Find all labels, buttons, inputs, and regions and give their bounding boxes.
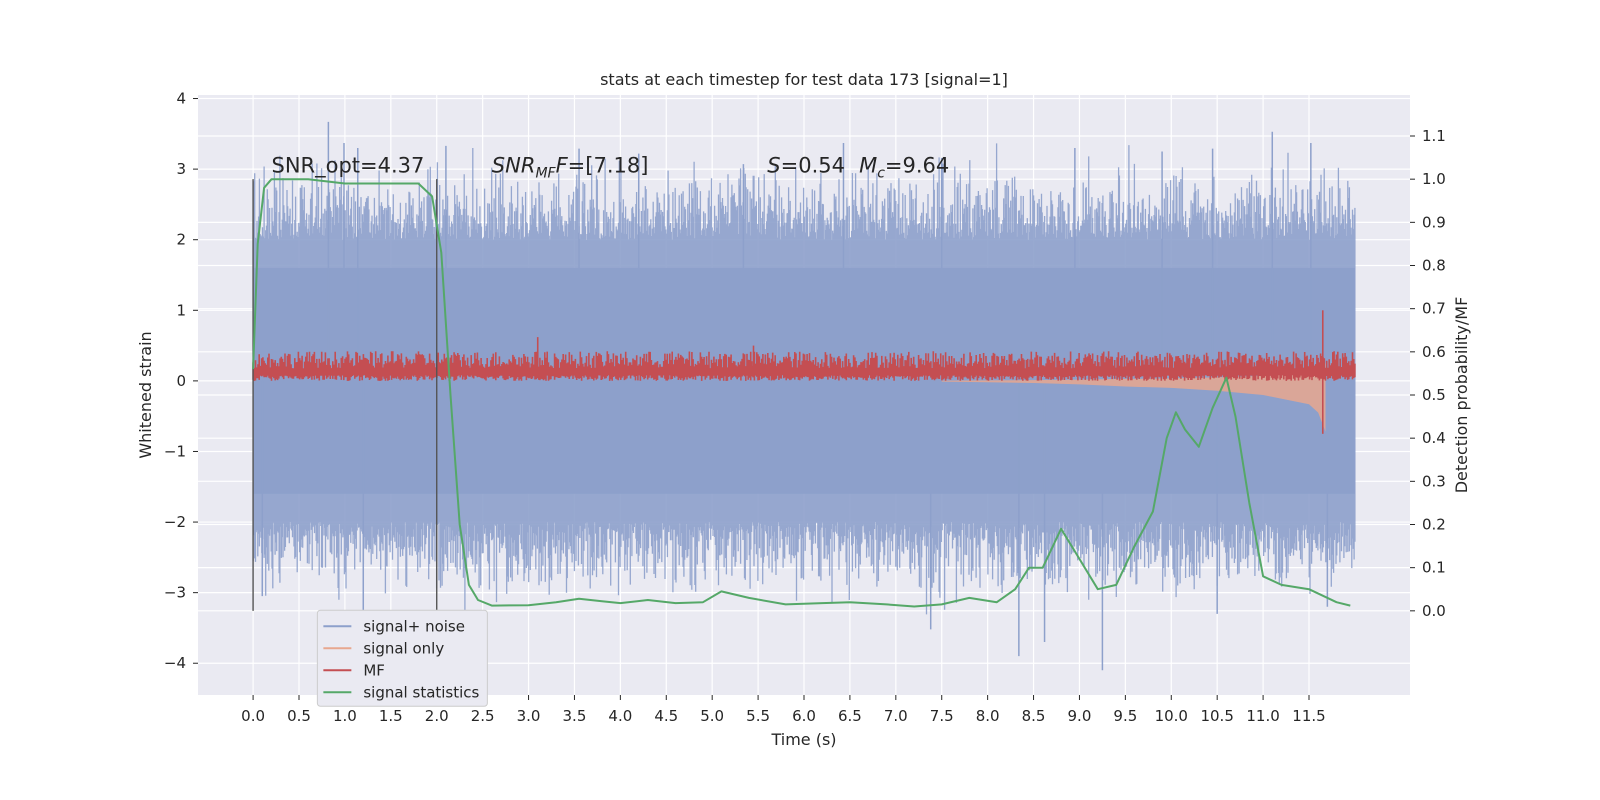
- legend-label: signal+ noise: [363, 617, 465, 635]
- annotation-snr-mf-symbol: SNR: [492, 154, 536, 178]
- x-tick-label: 9.0: [1068, 707, 1092, 725]
- legend: signal+ noise signal only MF signal statist…: [316, 609, 488, 707]
- annotation-snr-mf-subscript: MF: [535, 166, 556, 182]
- y2-tick-label: 0.9: [1422, 213, 1446, 231]
- y2-axis-label: Detection probability/MF: [1452, 297, 1471, 494]
- x-tick-label: 1.0: [333, 707, 357, 725]
- y2-tick-label: 0.7: [1422, 300, 1446, 318]
- annotation-snr-mf: SNRMFF=[7.18]: [492, 154, 649, 182]
- chart-title: stats at each timestep for test data 173…: [600, 70, 1008, 89]
- y-tick-label: 3: [176, 160, 186, 178]
- annotation-s-symbol: S: [767, 154, 780, 178]
- y2-tick-label: 0.8: [1422, 257, 1446, 275]
- x-tick-label: 3.0: [517, 707, 541, 725]
- y-tick-label: 2: [176, 231, 186, 249]
- x-tick-label: 7.5: [930, 707, 954, 725]
- annotation-mc-value: =9.64: [885, 154, 949, 178]
- y-tick-label: −4: [164, 654, 186, 672]
- mf-line: [252, 351, 1356, 381]
- annotation-mc: Mc=9.64: [859, 154, 949, 182]
- x-axis-label: Time (s): [770, 730, 836, 749]
- y-tick-label: −3: [164, 584, 186, 602]
- annotations: SNR_opt=4.37 SNRMFF=[7.18] S=0.54 Mc=9.6…: [272, 154, 950, 182]
- y-tick-label: 4: [176, 90, 186, 108]
- annotation-mc-subscript: c: [877, 166, 885, 182]
- y2-tick-label: 0.2: [1422, 515, 1446, 533]
- x-tick-label: 3.5: [563, 707, 587, 725]
- annotation-snr-mf-f: F: [556, 154, 569, 178]
- x-tick-label: 10.0: [1155, 707, 1188, 725]
- y-tick-label: 1: [176, 301, 186, 319]
- x-tick-label: 6.5: [838, 707, 862, 725]
- plot-area: [252, 121, 1356, 671]
- x-tick-label: 9.5: [1113, 707, 1137, 725]
- x-tick-label: 10.5: [1200, 707, 1233, 725]
- axes: 0.0 0.5 1.0 1.5 2.0 2.5 3.0 3.5 4.0 4.5 5.0 5.5 6.0 6…: [164, 90, 1446, 725]
- annotation-snr-opt: SNR_opt=4.37: [272, 154, 425, 179]
- y-tick-label: −2: [164, 513, 186, 531]
- annotation-s-value: =0.54: [781, 154, 845, 178]
- x-tick-label: 5.0: [700, 707, 724, 725]
- annotation-s: S=0.54: [767, 154, 845, 178]
- legend-label: signal only: [363, 639, 444, 657]
- y2-tick-label: 0.4: [1422, 429, 1446, 447]
- plot-series-clip: [252, 121, 1356, 671]
- x-tick-label: 4.5: [654, 707, 678, 725]
- x-tick-label: 2.0: [425, 707, 449, 725]
- annotation-mc-symbol: M: [859, 154, 877, 178]
- y2-tick-label: 0.1: [1422, 559, 1446, 577]
- y2-tick-label: 0.0: [1422, 602, 1446, 620]
- x-tick-label: 2.5: [471, 707, 495, 725]
- x-tick-label: 8.5: [1022, 707, 1046, 725]
- y-axis-label: Whitened strain: [136, 331, 155, 458]
- x-tick-label: 6.0: [792, 707, 816, 725]
- legend-label: MF: [363, 661, 385, 679]
- y-tick-label: 0: [176, 372, 186, 390]
- y2-tick-label: 0.6: [1422, 343, 1446, 361]
- series-signal-statistics-line: [252, 178, 1351, 608]
- x-tick-label: 0.0: [241, 707, 265, 725]
- x-tick-label: 7.0: [884, 707, 908, 725]
- annotation-snr-mf-value: =[7.18]: [568, 154, 649, 178]
- legend-label: signal statistics: [363, 683, 479, 701]
- y2-tick-label: 0.3: [1422, 472, 1446, 490]
- x-tick-label: 0.5: [287, 707, 311, 725]
- y2-tick-label: 0.5: [1422, 386, 1446, 404]
- y2-tick-label: 1.1: [1422, 127, 1446, 145]
- x-tick-label: 5.5: [746, 707, 770, 725]
- x-tick-label: 11.0: [1246, 707, 1279, 725]
- x-tick-label: 8.0: [976, 707, 1000, 725]
- y2-tick-label: 1.0: [1422, 170, 1446, 188]
- x-tick-label: 1.5: [379, 707, 403, 725]
- x-tick-label: 11.5: [1292, 707, 1325, 725]
- x-tick-label: 4.0: [608, 707, 632, 725]
- y-tick-label: −1: [164, 442, 186, 460]
- legend-box: [316, 609, 488, 707]
